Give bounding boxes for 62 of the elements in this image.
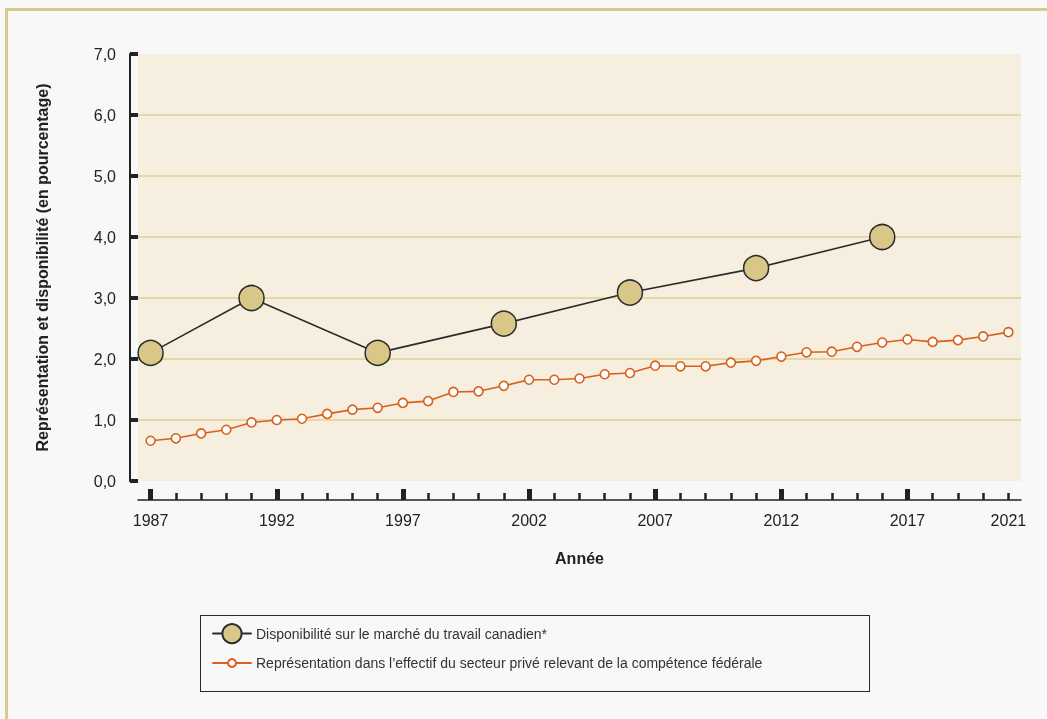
- point: [372, 402, 383, 414]
- point: [574, 373, 585, 384]
- point: [801, 346, 812, 358]
- x-axis-title: Année: [555, 549, 605, 567]
- point: [675, 361, 686, 372]
- point: [498, 380, 510, 392]
- y-tick-label: 0,0: [93, 472, 117, 490]
- x-tick-label: 2007: [637, 511, 674, 529]
- y-tick-label: 3,0: [93, 289, 117, 307]
- point: [624, 367, 636, 379]
- point: [195, 428, 207, 439]
- point: [364, 339, 391, 367]
- x-tick-label: 2017: [889, 511, 926, 529]
- point: [1003, 326, 1014, 338]
- y-tick-label: 6,0: [93, 106, 117, 124]
- x-tick-label: 1997: [385, 511, 421, 529]
- x-tick-label: 2002: [511, 511, 547, 529]
- point: [977, 331, 989, 342]
- point: [448, 386, 459, 398]
- point: [869, 223, 896, 251]
- point: [927, 336, 938, 348]
- point: [523, 374, 535, 386]
- point: [700, 361, 711, 372]
- point: [876, 337, 888, 348]
- x-tick-label: 2012: [763, 511, 800, 529]
- y-tick-label: 5,0: [93, 167, 117, 185]
- point: [246, 417, 257, 428]
- y-tick-label: 2,0: [93, 350, 117, 368]
- x-tick-label: 1987: [132, 511, 169, 529]
- y-axis-title: Représentation et disponibilité (en pourcentage): [33, 83, 51, 452]
- point: [750, 355, 762, 367]
- point: [347, 404, 358, 415]
- point: [422, 395, 434, 407]
- x-tick-label: 1992: [258, 511, 295, 529]
- point: [170, 433, 182, 444]
- point: [548, 374, 560, 386]
- point: [725, 357, 737, 368]
- point: [145, 435, 156, 447]
- y-tick-label: 4,0: [93, 228, 117, 246]
- y-tick-label: 1,0: [93, 411, 117, 429]
- point: [616, 279, 644, 306]
- point: [221, 424, 232, 436]
- point: [137, 339, 164, 367]
- point: [826, 346, 838, 357]
- point: [902, 334, 913, 345]
- point: [490, 310, 518, 337]
- point: [271, 414, 283, 426]
- point: [238, 284, 265, 312]
- point: [851, 341, 863, 353]
- point: [776, 351, 787, 362]
- point: [296, 413, 308, 425]
- point: [599, 368, 611, 380]
- y-tick-label: 7,0: [93, 45, 117, 63]
- point: [397, 397, 409, 409]
- point: [952, 334, 964, 346]
- point: [321, 408, 333, 420]
- legend-label: Disponibilité sur le marché du travail canadien*: [256, 625, 548, 642]
- point: [473, 386, 484, 397]
- point: [649, 360, 661, 372]
- legend-label: Représentation dans l’effectif du secteur privé relevant de la compétence fédérale: [256, 655, 763, 671]
- point: [742, 254, 770, 282]
- x-tick-label: 2021: [990, 511, 1027, 529]
